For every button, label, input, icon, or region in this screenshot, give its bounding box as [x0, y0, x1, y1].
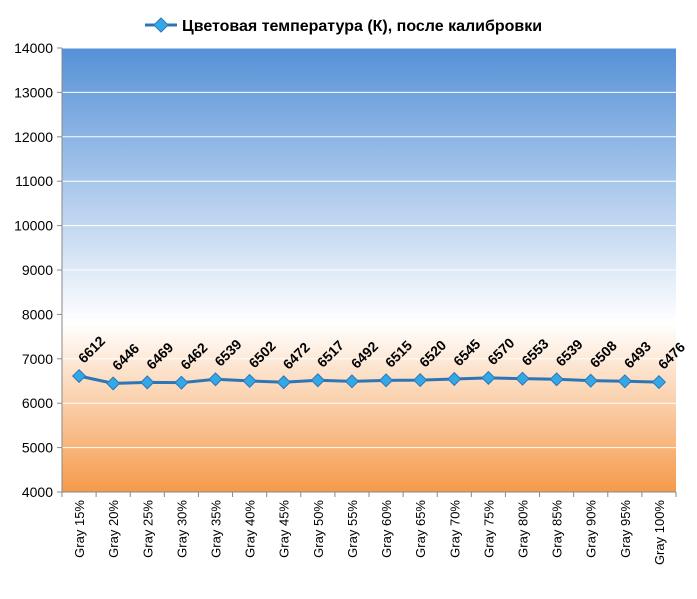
x-tick-label: Gray 95%: [618, 500, 633, 558]
y-tick-label: 13000: [14, 84, 53, 100]
x-tick-label: Gray 60%: [379, 500, 394, 558]
legend: Цветовая температура (К), после калибров…: [145, 17, 542, 35]
x-tick-label: Gray 85%: [550, 500, 565, 558]
y-tick-label: 8000: [22, 306, 53, 322]
y-tick-label: 12000: [14, 129, 53, 145]
data-point-marker: [174, 375, 189, 390]
y-tick-label: 11000: [15, 173, 53, 189]
data-point-marker: [583, 373, 598, 388]
data-point-marker: [617, 374, 632, 389]
data-point-marker: [310, 373, 325, 388]
data-point-marker: [71, 368, 87, 384]
data-point-marker: [208, 372, 223, 387]
y-tick-label: 10000: [14, 218, 53, 234]
data-point-marker: [106, 376, 121, 391]
data-point-marker: [378, 373, 394, 388]
data-point-marker: [344, 374, 360, 389]
gridlines: [62, 47, 676, 449]
x-tick-label: Gray 45%: [277, 500, 292, 558]
y-tick-label: 14000: [14, 40, 53, 56]
x-tick-label: Gray 75%: [481, 500, 496, 558]
y-tick-label: 6000: [22, 395, 53, 411]
x-tick-label: Gray 80%: [516, 500, 531, 558]
x-tick-label: Gray 65%: [413, 500, 428, 558]
data-point-marker: [481, 370, 496, 385]
legend-marker-icon: [153, 17, 169, 33]
y-tick-label: 7000: [22, 351, 53, 367]
markers: [71, 368, 667, 391]
x-tick-label: Gray 70%: [447, 500, 462, 558]
data-point-marker: [276, 375, 291, 390]
data-point-marker: [549, 372, 564, 387]
data-point-marker: [515, 371, 530, 386]
y-tick-label: 4000: [22, 484, 53, 500]
x-tick-label: Gray 35%: [209, 500, 224, 558]
x-tick-label: Gray 20%: [106, 500, 121, 558]
x-tick-label: Gray 55%: [345, 500, 360, 558]
x-axis-ticks: Gray 15% Gray 20% Gray 25% Gray 30% Gray 35%…: [61, 492, 677, 565]
x-tick-label: Gray 25%: [140, 500, 155, 558]
data-point-marker: [413, 373, 428, 388]
y-tick-label: 9000: [22, 262, 53, 278]
y-tick-label: 5000: [22, 440, 53, 456]
data-point-marker: [140, 375, 155, 390]
legend-label: Цветовая температура (К), после калибров…: [182, 18, 542, 35]
y-axis-ticks: 4000 5000 6000 7000 8000 9000 10000 11000 12000 1…: [14, 40, 62, 500]
data-point-marker: [651, 374, 667, 390]
x-tick-label: Gray 100%: [652, 500, 667, 565]
x-tick-label: Gray 50%: [311, 500, 326, 558]
x-tick-label: Gray 40%: [243, 500, 258, 558]
x-tick-label: Gray 90%: [584, 500, 599, 558]
x-tick-label: Gray 30%: [174, 500, 189, 558]
data-point-marker: [447, 371, 462, 387]
x-tick-label: Gray 15%: [72, 500, 87, 558]
data-point-marker: [242, 373, 257, 388]
